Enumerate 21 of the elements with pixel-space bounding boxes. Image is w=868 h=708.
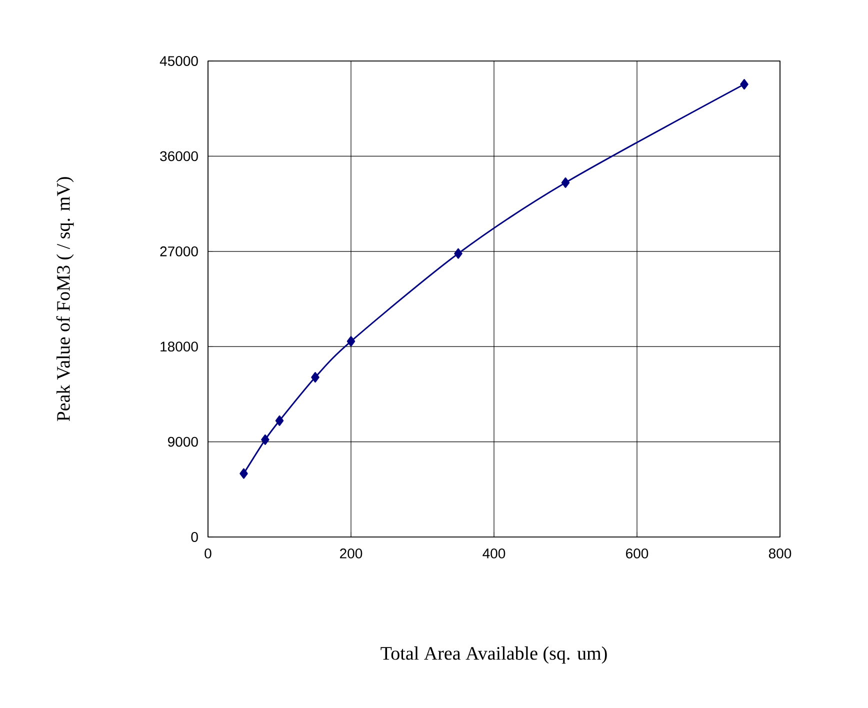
x-tick-label: 400 <box>482 548 506 558</box>
y-tick-label: 9000 <box>168 436 198 447</box>
y-tick-label: 18000 <box>160 342 198 352</box>
point <box>454 248 462 259</box>
y-tick-label: 0 <box>191 532 198 542</box>
point <box>261 434 270 445</box>
y-axis-title: Peak Value of FoM3 ( / sq. mV) <box>56 177 74 422</box>
point <box>740 79 748 90</box>
point <box>275 415 284 426</box>
point <box>561 177 570 188</box>
x-tick-label: 0 <box>204 548 212 558</box>
x-axis-title: Total Area Available (sq. um) <box>380 646 607 664</box>
y-tick-label: 36000 <box>160 151 198 162</box>
point <box>240 468 248 479</box>
point <box>311 372 320 383</box>
point <box>346 336 356 347</box>
y-tick-label: 45000 <box>160 56 198 66</box>
y-tick-label: 27000 <box>160 246 198 256</box>
x-tick-label: 200 <box>340 548 362 558</box>
x-tick-label: 600 <box>626 548 648 558</box>
x-tick-label: 800 <box>768 548 792 558</box>
